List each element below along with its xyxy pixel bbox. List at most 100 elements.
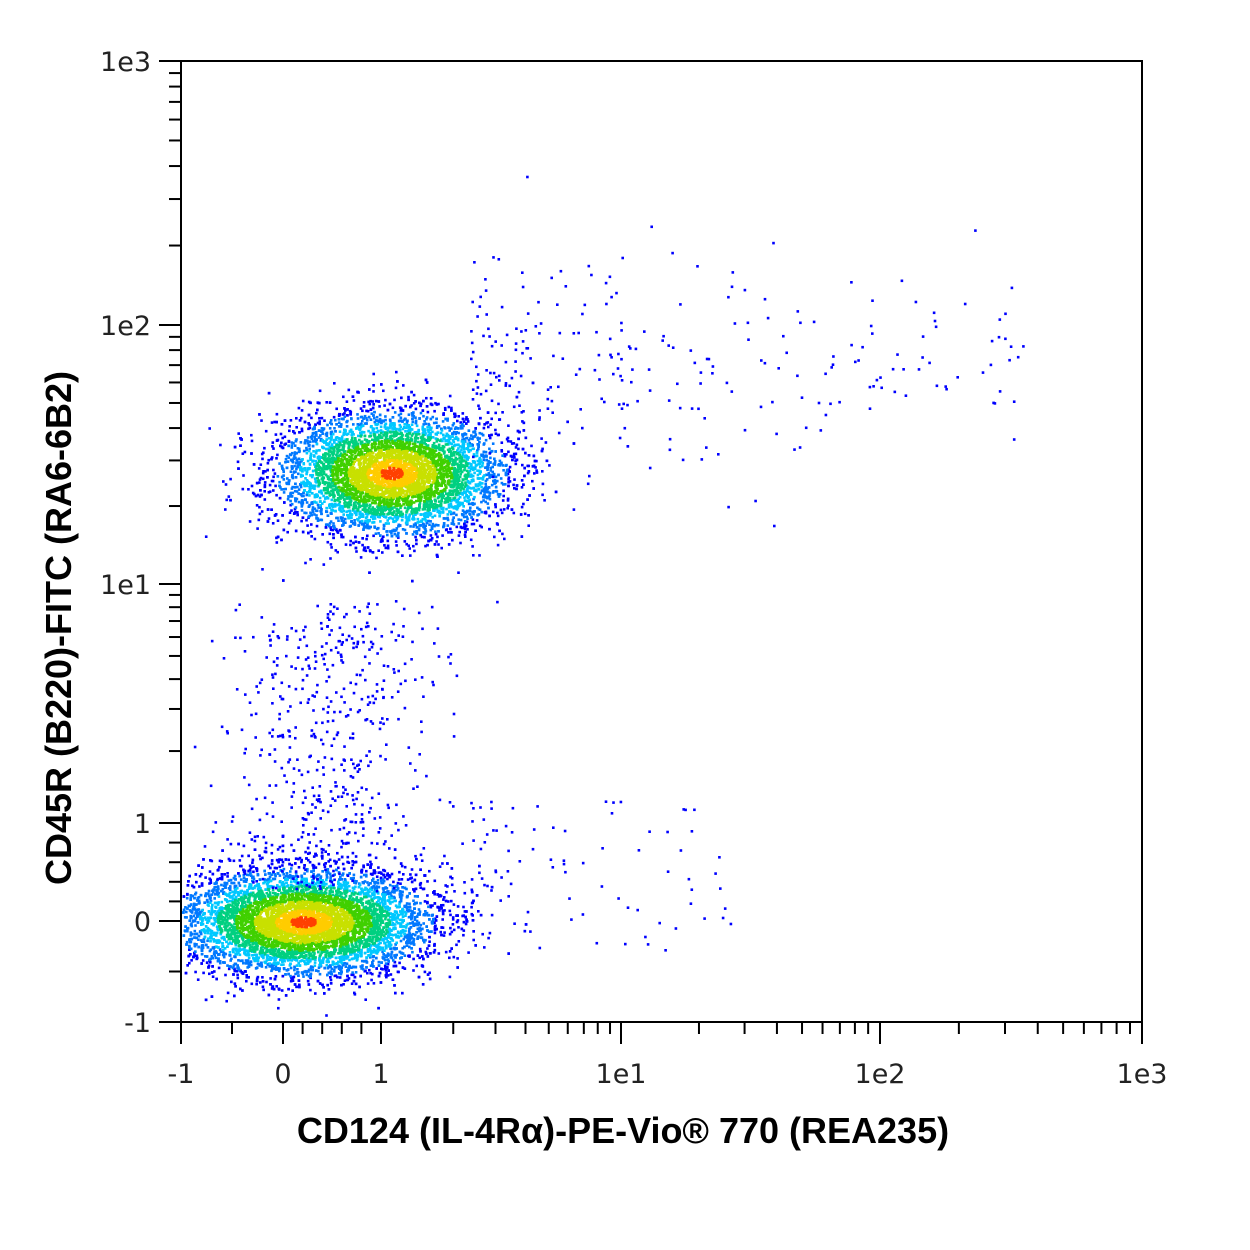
event-dot	[195, 936, 198, 940]
event-dot	[428, 971, 431, 975]
event-dot	[215, 901, 218, 905]
event-dot	[232, 898, 235, 901]
event-dot	[464, 915, 467, 919]
event-dot	[321, 857, 324, 860]
event-dot	[381, 878, 385, 881]
event-dot	[337, 858, 341, 861]
event-dot	[359, 899, 363, 902]
event-dot	[368, 887, 372, 891]
event-dot	[259, 950, 262, 953]
event-dot	[321, 870, 324, 873]
event-dot	[286, 955, 289, 958]
event-dot	[428, 977, 432, 981]
event-dot	[204, 894, 207, 898]
event-dot	[222, 953, 226, 957]
event-dot	[213, 922, 216, 925]
event-dot	[234, 985, 237, 988]
event-dot	[289, 870, 292, 873]
event-dot	[237, 842, 240, 846]
event-dot	[280, 858, 284, 862]
event-dot	[325, 876, 329, 879]
event-dot	[329, 888, 333, 891]
event-dot	[249, 885, 253, 888]
event-dot	[386, 872, 389, 875]
event-dot	[207, 937, 210, 940]
event-dot	[339, 882, 342, 886]
event-dot	[432, 951, 436, 954]
event-dot	[426, 973, 430, 976]
event-dot	[298, 856, 302, 860]
event-dot	[400, 878, 404, 881]
event-dot	[326, 869, 329, 872]
event-dot	[237, 901, 240, 905]
event-dot	[341, 873, 344, 877]
event-dot	[302, 891, 305, 894]
event-dot	[390, 950, 394, 954]
event-dot	[311, 886, 315, 890]
event-dot	[413, 895, 417, 898]
event-dot	[224, 904, 228, 908]
event-dot	[265, 959, 269, 962]
event-dot	[342, 842, 345, 845]
event-dot	[256, 887, 260, 891]
event-dot	[225, 921, 229, 924]
event-dot	[251, 858, 255, 862]
event-dot	[340, 895, 343, 899]
event-dot	[264, 966, 268, 969]
event-dot	[248, 902, 252, 905]
event-dot	[467, 951, 470, 954]
event-dot	[384, 962, 388, 965]
event-dot	[290, 843, 293, 847]
event-dot	[252, 957, 255, 960]
event-dot	[228, 899, 231, 903]
event-dot	[357, 936, 360, 939]
event-dot	[248, 940, 251, 943]
event-dot	[242, 870, 246, 874]
event-dot	[249, 960, 253, 963]
event-dot	[212, 938, 215, 941]
event-dot	[239, 969, 243, 973]
event-dot	[423, 970, 427, 974]
event-dot	[358, 985, 361, 989]
event-dot	[284, 973, 287, 976]
event-dot	[353, 939, 356, 942]
event-dot	[432, 891, 435, 894]
event-dot	[384, 915, 388, 919]
event-dot	[226, 900, 229, 903]
event-dot	[303, 893, 306, 896]
event-dot	[389, 973, 393, 976]
event-dot	[388, 900, 391, 904]
event-dot	[345, 890, 349, 893]
event-dot	[197, 899, 201, 903]
event-dot	[500, 876, 503, 879]
event-dot	[370, 944, 373, 947]
event-dot	[184, 971, 188, 975]
event-dot	[412, 957, 415, 961]
event-dot	[305, 953, 308, 957]
event-dot	[242, 947, 246, 951]
event-dot	[186, 907, 189, 910]
event-dot	[311, 966, 315, 969]
event-dot	[462, 933, 465, 937]
event-dot	[277, 998, 281, 1001]
event-dot	[406, 922, 410, 926]
event-dot	[255, 977, 259, 980]
event-dot	[200, 882, 204, 885]
event-dot	[265, 954, 269, 957]
event-dot	[212, 952, 216, 956]
event-dot	[423, 900, 427, 903]
event-dot	[309, 972, 313, 976]
event-dot	[319, 879, 323, 882]
event-dot	[372, 948, 376, 951]
event-dot	[323, 863, 326, 866]
event-dot	[390, 897, 393, 900]
event-dot	[377, 925, 380, 929]
event-dot	[253, 946, 257, 949]
event-dot	[375, 921, 379, 924]
event-dot	[415, 919, 419, 923]
event-dot	[410, 947, 413, 950]
event-dot	[309, 952, 313, 955]
event-dot	[232, 881, 236, 885]
event-dot	[204, 929, 208, 932]
event-dot	[348, 896, 352, 900]
